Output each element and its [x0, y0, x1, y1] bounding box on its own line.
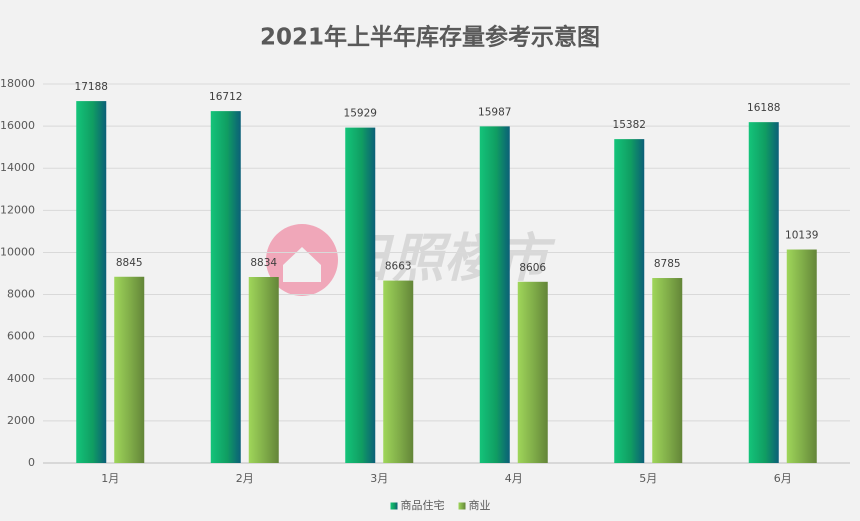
x-tick-label: 2月 [236, 472, 254, 485]
y-tick-label: 8000 [7, 288, 35, 301]
bar [479, 126, 510, 464]
bar [517, 281, 548, 463]
x-tick-label: 1月 [101, 472, 119, 485]
x-tick-label: 3月 [370, 472, 388, 485]
bar [748, 122, 779, 464]
legend-label: 商品住宅 [401, 498, 445, 512]
bar [614, 139, 645, 463]
value-label: 17188 [75, 81, 108, 93]
legend-swatch [390, 502, 398, 510]
bar [76, 101, 107, 464]
value-label: 8606 [519, 262, 546, 274]
bar [114, 276, 145, 463]
watermark-logo [266, 224, 338, 296]
y-tick-label: 6000 [7, 330, 35, 343]
value-label: 8834 [250, 257, 277, 269]
x-tick-label: 4月 [505, 472, 523, 485]
legend-swatch [458, 502, 466, 510]
bar [345, 127, 376, 464]
y-tick-label: 18000 [0, 77, 35, 90]
bar [383, 280, 414, 463]
bar [248, 276, 279, 463]
y-tick-label: 12000 [0, 203, 35, 216]
y-tick-label: 0 [28, 456, 35, 469]
y-tick-label: 2000 [7, 414, 35, 427]
bar [652, 278, 683, 463]
value-label: 8845 [116, 257, 143, 269]
value-label: 15382 [613, 119, 646, 131]
value-label: 8785 [654, 258, 681, 270]
value-label: 15929 [344, 108, 377, 120]
value-label: 8663 [385, 261, 412, 273]
legend-label: 商业 [469, 498, 491, 512]
y-tick-label: 10000 [0, 245, 35, 258]
value-label: 16712 [209, 91, 242, 103]
y-tick-label: 14000 [0, 161, 35, 174]
value-label: 10139 [785, 230, 818, 242]
y-tick-label: 4000 [7, 372, 35, 385]
value-label: 15987 [478, 106, 511, 118]
x-tick-label: 5月 [639, 472, 657, 485]
watermark: 日照楼市 [340, 229, 556, 289]
chart-title: 2021年上半年库存量参考示意图 [260, 24, 600, 51]
bar [786, 249, 817, 463]
bar [210, 111, 241, 463]
y-tick-label: 16000 [0, 119, 35, 132]
x-tick-label: 6月 [774, 472, 792, 485]
value-label: 16188 [747, 102, 780, 114]
